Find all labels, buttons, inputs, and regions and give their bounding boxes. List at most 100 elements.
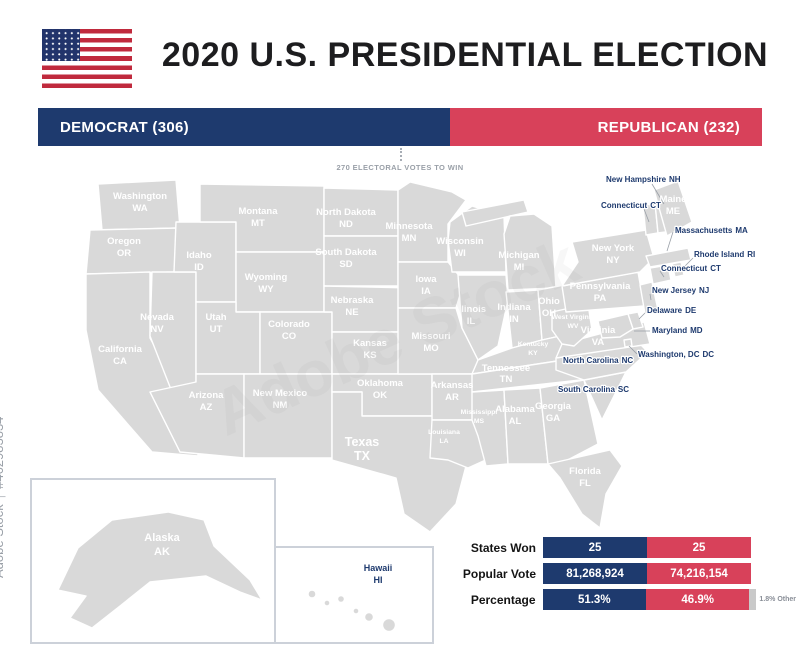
state-label-nebraska: Nebraska NE [331, 295, 374, 318]
state-alaska [57, 511, 263, 629]
state-rhode-island [671, 261, 685, 278]
leader-line [628, 345, 638, 355]
state-label-kansas: Kansas KS [353, 338, 387, 361]
callout-south-carolina: South Carolina SC [558, 385, 629, 394]
table-row-percentage: Percentage 51.3% 46.9% 1.8% Other [440, 589, 796, 610]
state-maine [653, 180, 693, 237]
callout-massachusetts: Massachusetts MA [675, 226, 748, 235]
leader-line [649, 293, 652, 301]
state-label-iowa: Iowa IA [415, 274, 437, 297]
state-label-california: California CA [98, 344, 143, 367]
hawaii-island [336, 594, 346, 604]
other-vote-note: 1.8% Other [759, 596, 796, 603]
leader-line [680, 257, 694, 271]
alaska-inset-box [30, 478, 276, 644]
state-label-hawaii: Hawaii HI [364, 563, 393, 585]
state-label-montana: Montana MT [238, 206, 278, 229]
state-label-oklahoma: Oklahoma OK [357, 378, 404, 401]
state-label-oregon: Oregon OR [107, 236, 141, 259]
flag-canton-stars [42, 29, 80, 61]
state-new-mexico [243, 373, 333, 459]
hawaii-island [363, 611, 375, 623]
state-michigan-upper-peninsula [461, 199, 529, 227]
hawaii-inset-box [274, 546, 434, 644]
state-label-idaho: Idaho ID [186, 250, 212, 273]
callout-connecticut-lower: Connecticut CT [661, 264, 721, 273]
state-label-indiana: Indiana IN [497, 302, 531, 325]
state-connecticut [649, 264, 672, 285]
callout-rhode-island: Rhode Island RI [694, 250, 755, 259]
results-table: States Won 25 25 Popular Vote 81,268,924… [440, 537, 796, 615]
state-georgia [539, 379, 599, 465]
state-label-louisiana: Louisiana LA [428, 429, 460, 445]
state-label-tennessee: Tennessee TN [482, 363, 530, 385]
state-wisconsin [447, 205, 507, 273]
callout-north-carolina: North Carolina NC [563, 356, 633, 365]
header: 2020 U.S. PRESIDENTIAL ELECTION [150, 36, 780, 75]
hawaii-island [323, 599, 331, 607]
state-label-illinois: Illinois IL [456, 304, 486, 327]
callout-delaware: Delaware DE [647, 306, 697, 315]
state-label-georgia: Georgia GA [535, 401, 572, 424]
leader-line [638, 312, 646, 320]
state-label-wyoming: Wyoming WY [245, 272, 288, 295]
callout-new-jersey: New Jersey NJ [652, 286, 709, 295]
state-label-michigan: Michigan MI [498, 250, 539, 273]
state-label-north-dakota: North Dakota ND [316, 207, 376, 230]
state-label-virginia: Virginia VA [581, 325, 616, 348]
democrat-value-cell: 51.3% [542, 589, 646, 610]
hawaii-island [352, 607, 360, 615]
watermark-separator: | [0, 495, 6, 498]
electoral-vote-bar: DEMOCRAT (306) REPUBLICAN (232) [38, 108, 762, 146]
republican-value-cell: 25 [647, 537, 751, 558]
state-label-wisconsin: Wisconsin WI [436, 236, 484, 259]
republican-value-cell: 74,216,154 [647, 563, 751, 584]
state-label-nevada: Nevada NV [140, 312, 175, 335]
state-label-alaska: Alaska AK [144, 532, 180, 558]
state-label-mississippi: Mississippi MS [461, 409, 498, 425]
watermark-agency: Adobe Stock [0, 504, 6, 578]
state-label-kentucky: Kentucky KY [518, 341, 549, 357]
callout-new-hampshire: New Hampshire NH [606, 175, 681, 184]
state-label-maine: Maine ME [660, 194, 687, 217]
state-florida [547, 449, 623, 529]
table-row-states-won: States Won 25 25 [440, 537, 796, 558]
row-label: Popular Vote [462, 566, 536, 581]
threshold-270-label: 270 ELECTORAL VOTES TO WIN [336, 163, 464, 172]
state-label-ohio: Ohio OH [538, 296, 560, 319]
state-label-missouri: Missouri MO [411, 331, 450, 354]
state-label-arkansas: Arkansas AR [431, 380, 474, 403]
callout-connecticut-upper: Connecticut CT [601, 201, 661, 210]
state-label-alabama: Alabama AL [495, 404, 535, 427]
callout-washington-dc: Washington, DC DC [638, 350, 714, 359]
state-label-florida: Florida FL [569, 466, 601, 489]
state-label-new-york: New York NY [592, 243, 635, 266]
state-label-minnesota: Minnesota MN [386, 221, 434, 244]
leader-line [659, 270, 665, 278]
hawaii-island [307, 589, 317, 599]
state-label-west-virginia: West Virginia WV [552, 314, 595, 330]
republican-value-cell: 46.9% [645, 589, 750, 610]
state-label-texas: Texas TX [345, 435, 380, 463]
us-flag-icon [42, 29, 132, 88]
state-label-south-dakota: South Dakota SD [315, 247, 377, 270]
state-illinois [457, 274, 509, 361]
callout-maryland: Maryland MD [652, 326, 703, 335]
leader-line [666, 231, 674, 252]
state-label-utah: Utah UT [205, 312, 226, 335]
row-label: States Won [470, 540, 536, 555]
state-label-colorado: Colorado CO [268, 319, 310, 342]
republican-bar-segment: REPUBLICAN (232) [449, 108, 762, 146]
other-vote-sliver [749, 589, 757, 610]
hawaii-island [381, 617, 397, 633]
state-label-pennsylvania: Pennsylvania PA [570, 281, 631, 304]
threshold-270-marker [400, 148, 402, 161]
leader-line [651, 183, 665, 205]
state-new-jersey [639, 281, 659, 315]
state-label-arizona: Arizona AZ [189, 390, 225, 413]
state-washington-dc [623, 338, 633, 348]
table-row-popular-vote: Popular Vote 81,268,924 74,216,154 [440, 563, 796, 584]
state-maryland [597, 313, 634, 339]
